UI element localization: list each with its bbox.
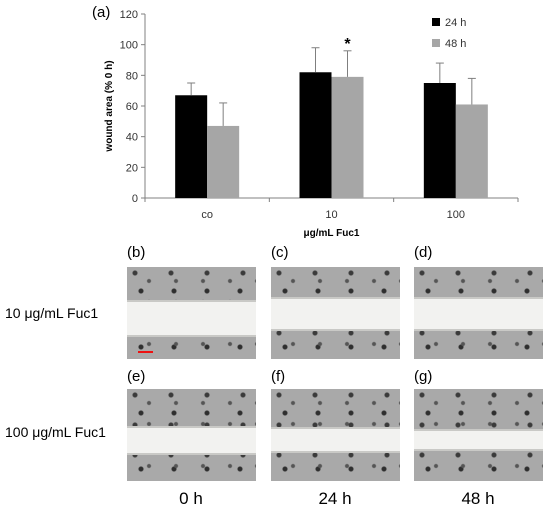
x-tick-label: 10 [325,209,337,221]
y-tick-label: 40 [126,132,138,144]
time-label-48h: 48 h [461,489,495,508]
x-tick-label: co [201,209,213,221]
bar-24h-100 [423,83,456,198]
significance-marker: * [344,36,351,53]
wound-photo-e [127,389,256,481]
y-tick-label: 120 [120,9,138,21]
wound-area-bar-chart: (a) 0 20 40 60 80 100 120 wound area (% 0 h) co 10… [92,4,519,239]
wound-photo-c [271,267,400,359]
y-tick-label: 0 [132,193,138,205]
legend-swatch-48h [432,39,440,47]
y-axis-title: wound area (% 0 h) [104,60,115,152]
panel-label-c: (c) [271,244,289,261]
row-label-10: 10 μg/mL Fuc1 [5,305,99,321]
panel-label-e: (e) [127,368,146,385]
y-tick-label: 60 [126,101,138,113]
bar-24h-co [175,95,208,198]
wound-photo-g [414,389,543,481]
wound-photo-b [127,267,256,359]
panel-label-f: (f) [271,368,286,385]
x-tick-label: 100 [447,209,465,221]
panel-label-g: (g) [414,368,433,385]
chart-panel-label: (a) [92,4,110,21]
wound-photo-f [271,389,400,481]
time-label-0h: 0 h [179,489,203,508]
legend-swatch-24h [432,18,440,26]
scale-bar [138,351,153,353]
row-label-100: 100 μg/mL Fuc1 [5,424,106,440]
panel-label-b: (b) [127,244,146,261]
panel-label-d: (d) [414,244,433,261]
wound-photo-d [414,267,543,359]
bar-48h-100 [455,104,488,198]
y-tick-label: 20 [126,162,138,174]
legend-label-24h: 24 h [445,17,466,29]
bar-24h-10 [299,72,332,198]
y-tick-label: 80 [126,70,138,82]
y-tick-label: 100 [120,40,138,52]
x-axis-title: μg/mL Fuc1 [304,228,360,239]
legend-label-48h: 48 h [445,38,466,50]
bar-48h-co [207,125,240,198]
bar-48h-10 [331,76,364,198]
time-label-24h: 24 h [318,489,352,508]
